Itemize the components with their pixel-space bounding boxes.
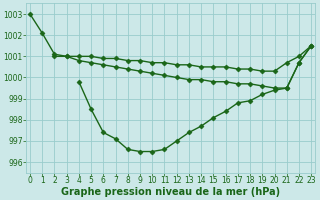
X-axis label: Graphe pression niveau de la mer (hPa): Graphe pression niveau de la mer (hPa) bbox=[61, 187, 280, 197]
